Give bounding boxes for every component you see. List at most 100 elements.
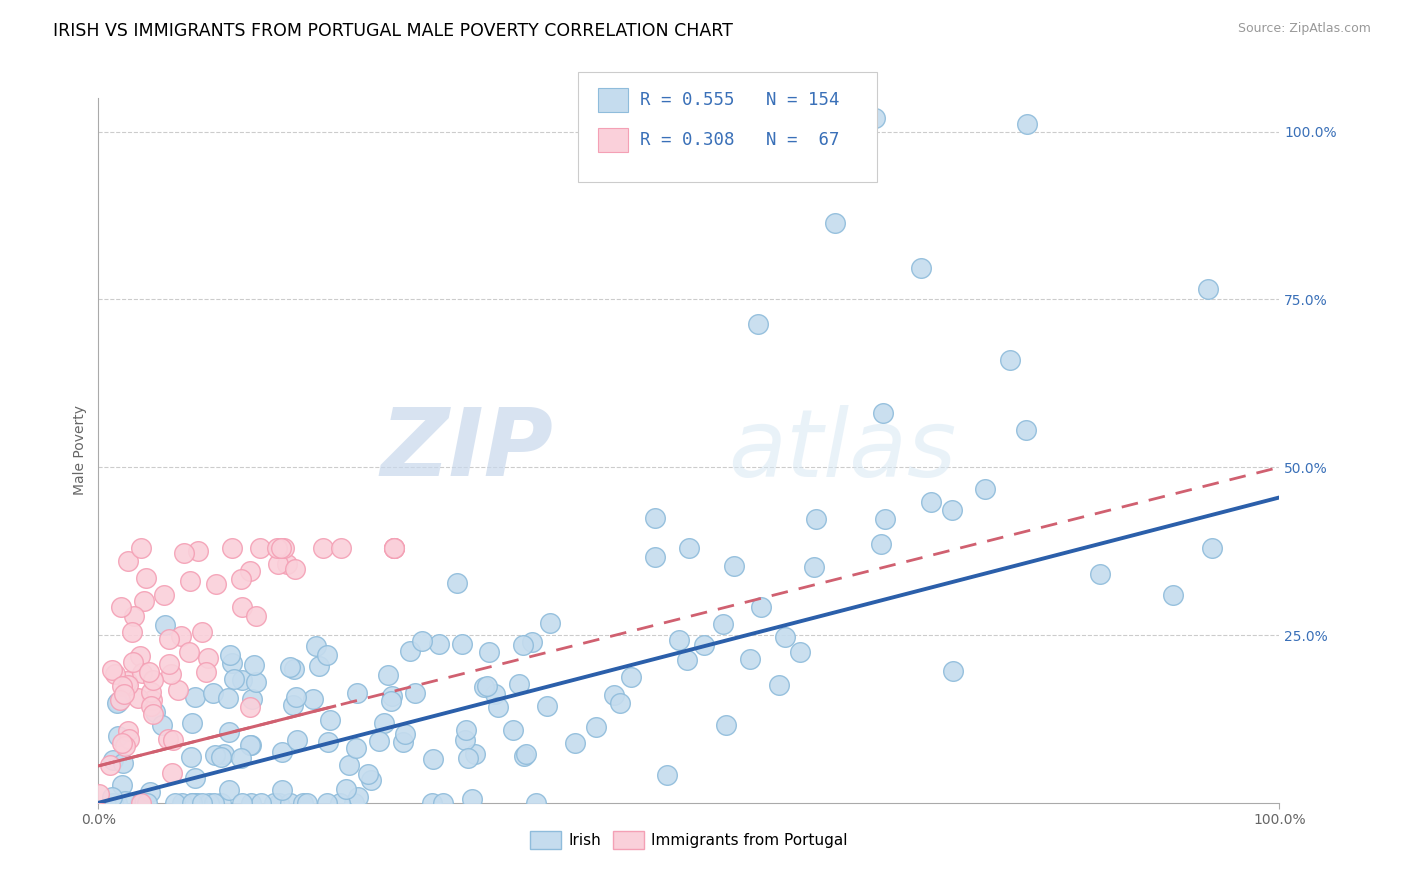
Point — [301, 692, 323, 706]
Point — [263, 796, 285, 810]
Point — [157, 657, 180, 672]
Point — [285, 733, 308, 747]
Point — [187, 544, 209, 558]
Point — [184, 772, 207, 786]
Point — [346, 789, 368, 804]
Point — [117, 678, 139, 692]
Text: IRISH VS IMMIGRANTS FROM PORTUGAL MALE POVERTY CORRELATION CHART: IRISH VS IMMIGRANTS FROM PORTUGAL MALE P… — [53, 22, 734, 40]
Point — [942, 665, 965, 679]
Point — [773, 630, 796, 644]
Point — [153, 618, 176, 632]
Point — [692, 638, 714, 652]
Point — [111, 779, 134, 793]
Point — [170, 629, 193, 643]
Point — [138, 665, 160, 679]
Point — [142, 673, 165, 688]
Point — [283, 662, 305, 676]
Point — [974, 482, 997, 496]
Point — [162, 733, 184, 747]
Point — [420, 796, 443, 810]
Point — [804, 511, 827, 525]
Point — [382, 541, 405, 555]
Point — [179, 645, 201, 659]
Point — [1017, 117, 1039, 131]
Point — [104, 666, 127, 681]
Point — [789, 645, 811, 659]
Point — [209, 750, 232, 764]
Point — [159, 632, 181, 646]
Point — [538, 615, 561, 630]
Point — [231, 673, 253, 687]
Point — [292, 796, 315, 810]
Point — [204, 747, 226, 762]
Point — [484, 687, 506, 701]
Point — [747, 318, 769, 332]
Point — [132, 593, 155, 607]
Point — [118, 732, 141, 747]
Point — [377, 668, 399, 682]
Point — [411, 634, 433, 648]
Point — [121, 625, 143, 640]
Point — [475, 679, 498, 693]
Point — [768, 678, 790, 692]
Point — [114, 739, 136, 753]
Point — [167, 683, 190, 698]
Point — [179, 574, 201, 588]
Point — [270, 541, 292, 555]
Point — [141, 698, 163, 713]
Point — [245, 609, 267, 624]
Point — [337, 758, 360, 772]
Point — [153, 588, 176, 602]
Point — [522, 635, 544, 649]
Point — [110, 600, 132, 615]
Point — [329, 796, 352, 810]
Point — [197, 796, 219, 810]
Point — [486, 700, 509, 714]
Point — [266, 557, 288, 571]
Point — [454, 733, 477, 747]
Point — [127, 690, 149, 705]
Point — [186, 796, 208, 810]
Point — [1201, 541, 1223, 555]
Point — [1161, 589, 1184, 603]
Point — [863, 112, 886, 126]
Point — [181, 796, 204, 810]
Point — [280, 660, 302, 674]
Point — [329, 541, 352, 555]
Point — [218, 783, 240, 797]
Point — [392, 735, 415, 749]
Point — [240, 691, 263, 706]
Point — [108, 693, 131, 707]
Point — [585, 720, 607, 734]
Point — [295, 796, 318, 810]
Legend: Irish, Immigrants from Portugal: Irish, Immigrants from Portugal — [524, 825, 853, 855]
Point — [920, 494, 942, 508]
Point — [380, 694, 402, 708]
Point — [139, 785, 162, 799]
Point — [218, 725, 240, 739]
Point — [749, 600, 772, 615]
Point — [111, 736, 134, 750]
Point — [803, 560, 825, 574]
Point — [115, 673, 138, 688]
Point — [315, 648, 337, 662]
Point — [382, 541, 405, 555]
Point — [101, 753, 124, 767]
Point — [243, 657, 266, 672]
Point — [131, 796, 153, 810]
Point — [427, 636, 450, 650]
Point — [714, 718, 737, 732]
Point — [1090, 566, 1112, 581]
Point — [524, 796, 547, 810]
Point — [112, 687, 135, 701]
Point — [240, 796, 263, 810]
Point — [191, 796, 214, 810]
Text: ZIP: ZIP — [380, 404, 553, 497]
Point — [231, 751, 253, 765]
Point — [1197, 282, 1219, 296]
Point — [346, 685, 368, 699]
Point — [502, 723, 524, 738]
Point — [398, 644, 420, 658]
Point — [180, 750, 202, 764]
Point — [335, 781, 357, 796]
